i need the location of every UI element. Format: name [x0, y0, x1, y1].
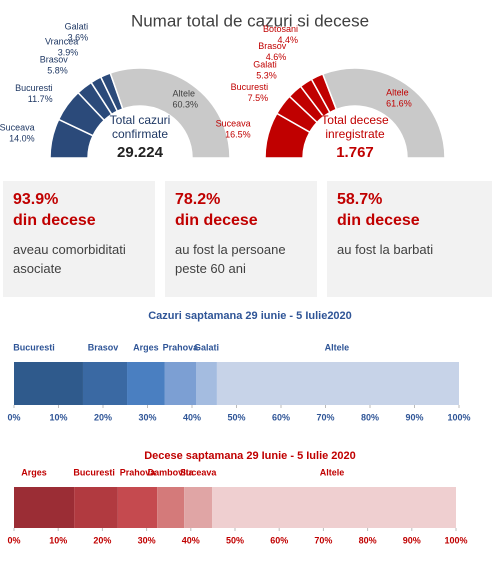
segment-label: Arges: [133, 342, 159, 352]
segment-label: Galati: [65, 22, 89, 32]
segment-label: Vrancea: [45, 37, 78, 47]
card-subtitle: din decese: [13, 212, 96, 229]
x-tick-label: 100%: [444, 535, 467, 545]
chart-title: Decese saptamana 29 Iunie - 5 Iulie 2020: [144, 450, 356, 462]
card-value: 58.7%: [337, 191, 383, 208]
segment-value: 61.6%: [386, 98, 412, 108]
x-tick-label: 10%: [49, 535, 67, 545]
segment-label: Bucuresti: [15, 83, 53, 93]
segment-label: Prahova: [163, 342, 200, 352]
card-text: aveau comorbiditati asociate: [13, 242, 126, 276]
segment-value: 60.3%: [172, 99, 198, 109]
card-text: au fost la barbati: [337, 242, 434, 257]
bar-segment: [82, 362, 128, 405]
segment-label: Altele: [325, 342, 350, 352]
x-tick-label: 20%: [93, 535, 111, 545]
center-label: Total cazuri confirmate 29.224: [85, 113, 195, 161]
segment-label: Brasov: [40, 54, 69, 64]
x-tick-label: 40%: [183, 412, 201, 422]
center-label-text: Total decese inregistrate: [321, 113, 389, 141]
segment-label: Altele: [172, 88, 195, 98]
chart-title: Cazuri saptamana 29 iunie - 5 Iulie2020: [148, 310, 352, 322]
card-subtitle: din decese: [337, 212, 420, 229]
page-title: Numar total de cazuri si decese: [131, 11, 369, 30]
card: 93.9% din decese aveau comorbiditati aso…: [3, 181, 155, 297]
card-text: au fost la persoane peste 60 ani: [175, 242, 286, 276]
x-tick-label: 100%: [447, 412, 470, 422]
x-tick-label: 20%: [94, 412, 112, 422]
segment-label: Brasov: [258, 41, 287, 51]
segment-label: Suceava: [180, 467, 218, 477]
center-label-text: Total cazuri confirmate: [109, 113, 171, 141]
segment-label: Suceava: [216, 119, 251, 129]
segment-value: 11.7%: [28, 94, 53, 104]
segment-value: 4.6%: [266, 52, 287, 62]
segment-value: 3.9%: [58, 48, 79, 58]
segment-label: Bucuresti: [231, 82, 269, 92]
segment-label: Galati: [253, 59, 277, 69]
segment-label: Botosani: [263, 24, 298, 34]
segment-label: Dambovita: [148, 467, 195, 477]
segment-label: Prahova: [120, 467, 157, 477]
bar-segment: [164, 362, 197, 405]
segment-label: Bucuresti: [13, 342, 55, 352]
x-tick-label: 0%: [7, 535, 20, 545]
x-tick-label: 40%: [182, 535, 200, 545]
segment-value: 4.4%: [278, 35, 299, 45]
segment-label: Bucuresti: [73, 467, 115, 477]
bar-segment: [196, 362, 217, 405]
segment-label: Suceava: [0, 123, 35, 133]
x-tick-label: 60%: [272, 412, 290, 422]
bar-segment: [212, 487, 456, 528]
segment-value: 5.3%: [256, 70, 277, 80]
x-tick-label: 30%: [138, 535, 156, 545]
x-tick-label: 70%: [316, 412, 334, 422]
x-tick-label: 0%: [7, 412, 20, 422]
pie-segment: [109, 67, 231, 159]
x-tick-label: 50%: [226, 535, 244, 545]
segment-value: 7.5%: [248, 93, 269, 103]
center-value: 29.224: [117, 144, 163, 161]
segment-value: 3.6%: [68, 33, 89, 43]
bar-segment: [14, 362, 83, 405]
card: 78.2% din decese au fost la persoane pes…: [165, 181, 317, 297]
bar-segment: [14, 487, 75, 528]
card-value: 78.2%: [175, 191, 221, 208]
segment-value: 14.0%: [9, 134, 35, 144]
x-tick-label: 90%: [403, 535, 421, 545]
bar-segment: [127, 362, 165, 405]
bar-segment: [74, 487, 118, 528]
x-tick-label: 90%: [405, 412, 423, 422]
x-tick-label: 10%: [49, 412, 67, 422]
x-tick-label: 60%: [270, 535, 288, 545]
x-tick-label: 30%: [138, 412, 156, 422]
segment-label: Brasov: [88, 342, 119, 352]
segment-label: Altele: [386, 87, 409, 97]
x-tick-label: 50%: [227, 412, 245, 422]
center-value: 1.767: [336, 144, 374, 161]
card-value: 93.9%: [13, 191, 59, 208]
segment-label: Galati: [194, 342, 219, 352]
bar-segment: [184, 487, 213, 528]
x-tick-label: 80%: [359, 535, 377, 545]
segment-label: Altele: [320, 467, 345, 477]
bar-segment: [216, 362, 459, 405]
bar-segment: [117, 487, 158, 528]
x-tick-label: 80%: [361, 412, 379, 422]
pie-segment: [321, 67, 446, 159]
x-tick-label: 70%: [314, 535, 332, 545]
bar-segment: [157, 487, 185, 528]
segment-label: Arges: [21, 467, 47, 477]
segment-value: 16.5%: [225, 130, 251, 140]
card-subtitle: din decese: [175, 212, 258, 229]
card: 58.7% din decese au fost la barbati: [327, 181, 492, 297]
segment-value: 5.8%: [47, 65, 68, 75]
center-label: Total decese inregistrate 1.767: [300, 113, 410, 161]
